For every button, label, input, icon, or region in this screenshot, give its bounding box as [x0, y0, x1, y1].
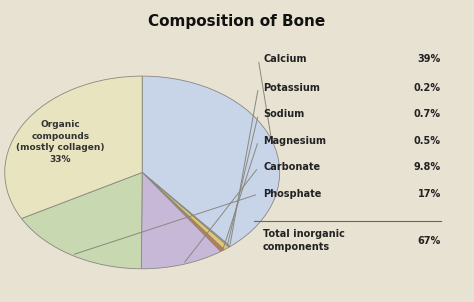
Wedge shape — [142, 172, 224, 252]
Text: 67%: 67% — [418, 236, 441, 246]
Text: 9.8%: 9.8% — [414, 162, 441, 172]
Wedge shape — [5, 76, 142, 219]
Text: Phosphate: Phosphate — [263, 189, 321, 199]
Text: Organic
compounds
(mostly collagen)
33%: Organic compounds (mostly collagen) 33% — [17, 120, 105, 164]
Wedge shape — [142, 172, 229, 250]
Text: Potassium: Potassium — [263, 83, 320, 93]
Text: Composition of Bone: Composition of Bone — [148, 14, 326, 29]
Text: Total inorganic
components: Total inorganic components — [263, 229, 345, 252]
Wedge shape — [141, 172, 221, 269]
Text: 0.5%: 0.5% — [414, 136, 441, 146]
Wedge shape — [142, 76, 280, 246]
Text: 17%: 17% — [418, 189, 441, 199]
Text: 0.7%: 0.7% — [414, 109, 441, 119]
Text: Carbonate: Carbonate — [263, 162, 320, 172]
Text: Magnesium: Magnesium — [263, 136, 326, 146]
Wedge shape — [142, 172, 230, 247]
Text: Calcium: Calcium — [263, 54, 307, 65]
Text: Sodium: Sodium — [263, 109, 304, 119]
Text: 0.2%: 0.2% — [414, 83, 441, 93]
Text: 39%: 39% — [418, 54, 441, 65]
Wedge shape — [21, 172, 142, 269]
